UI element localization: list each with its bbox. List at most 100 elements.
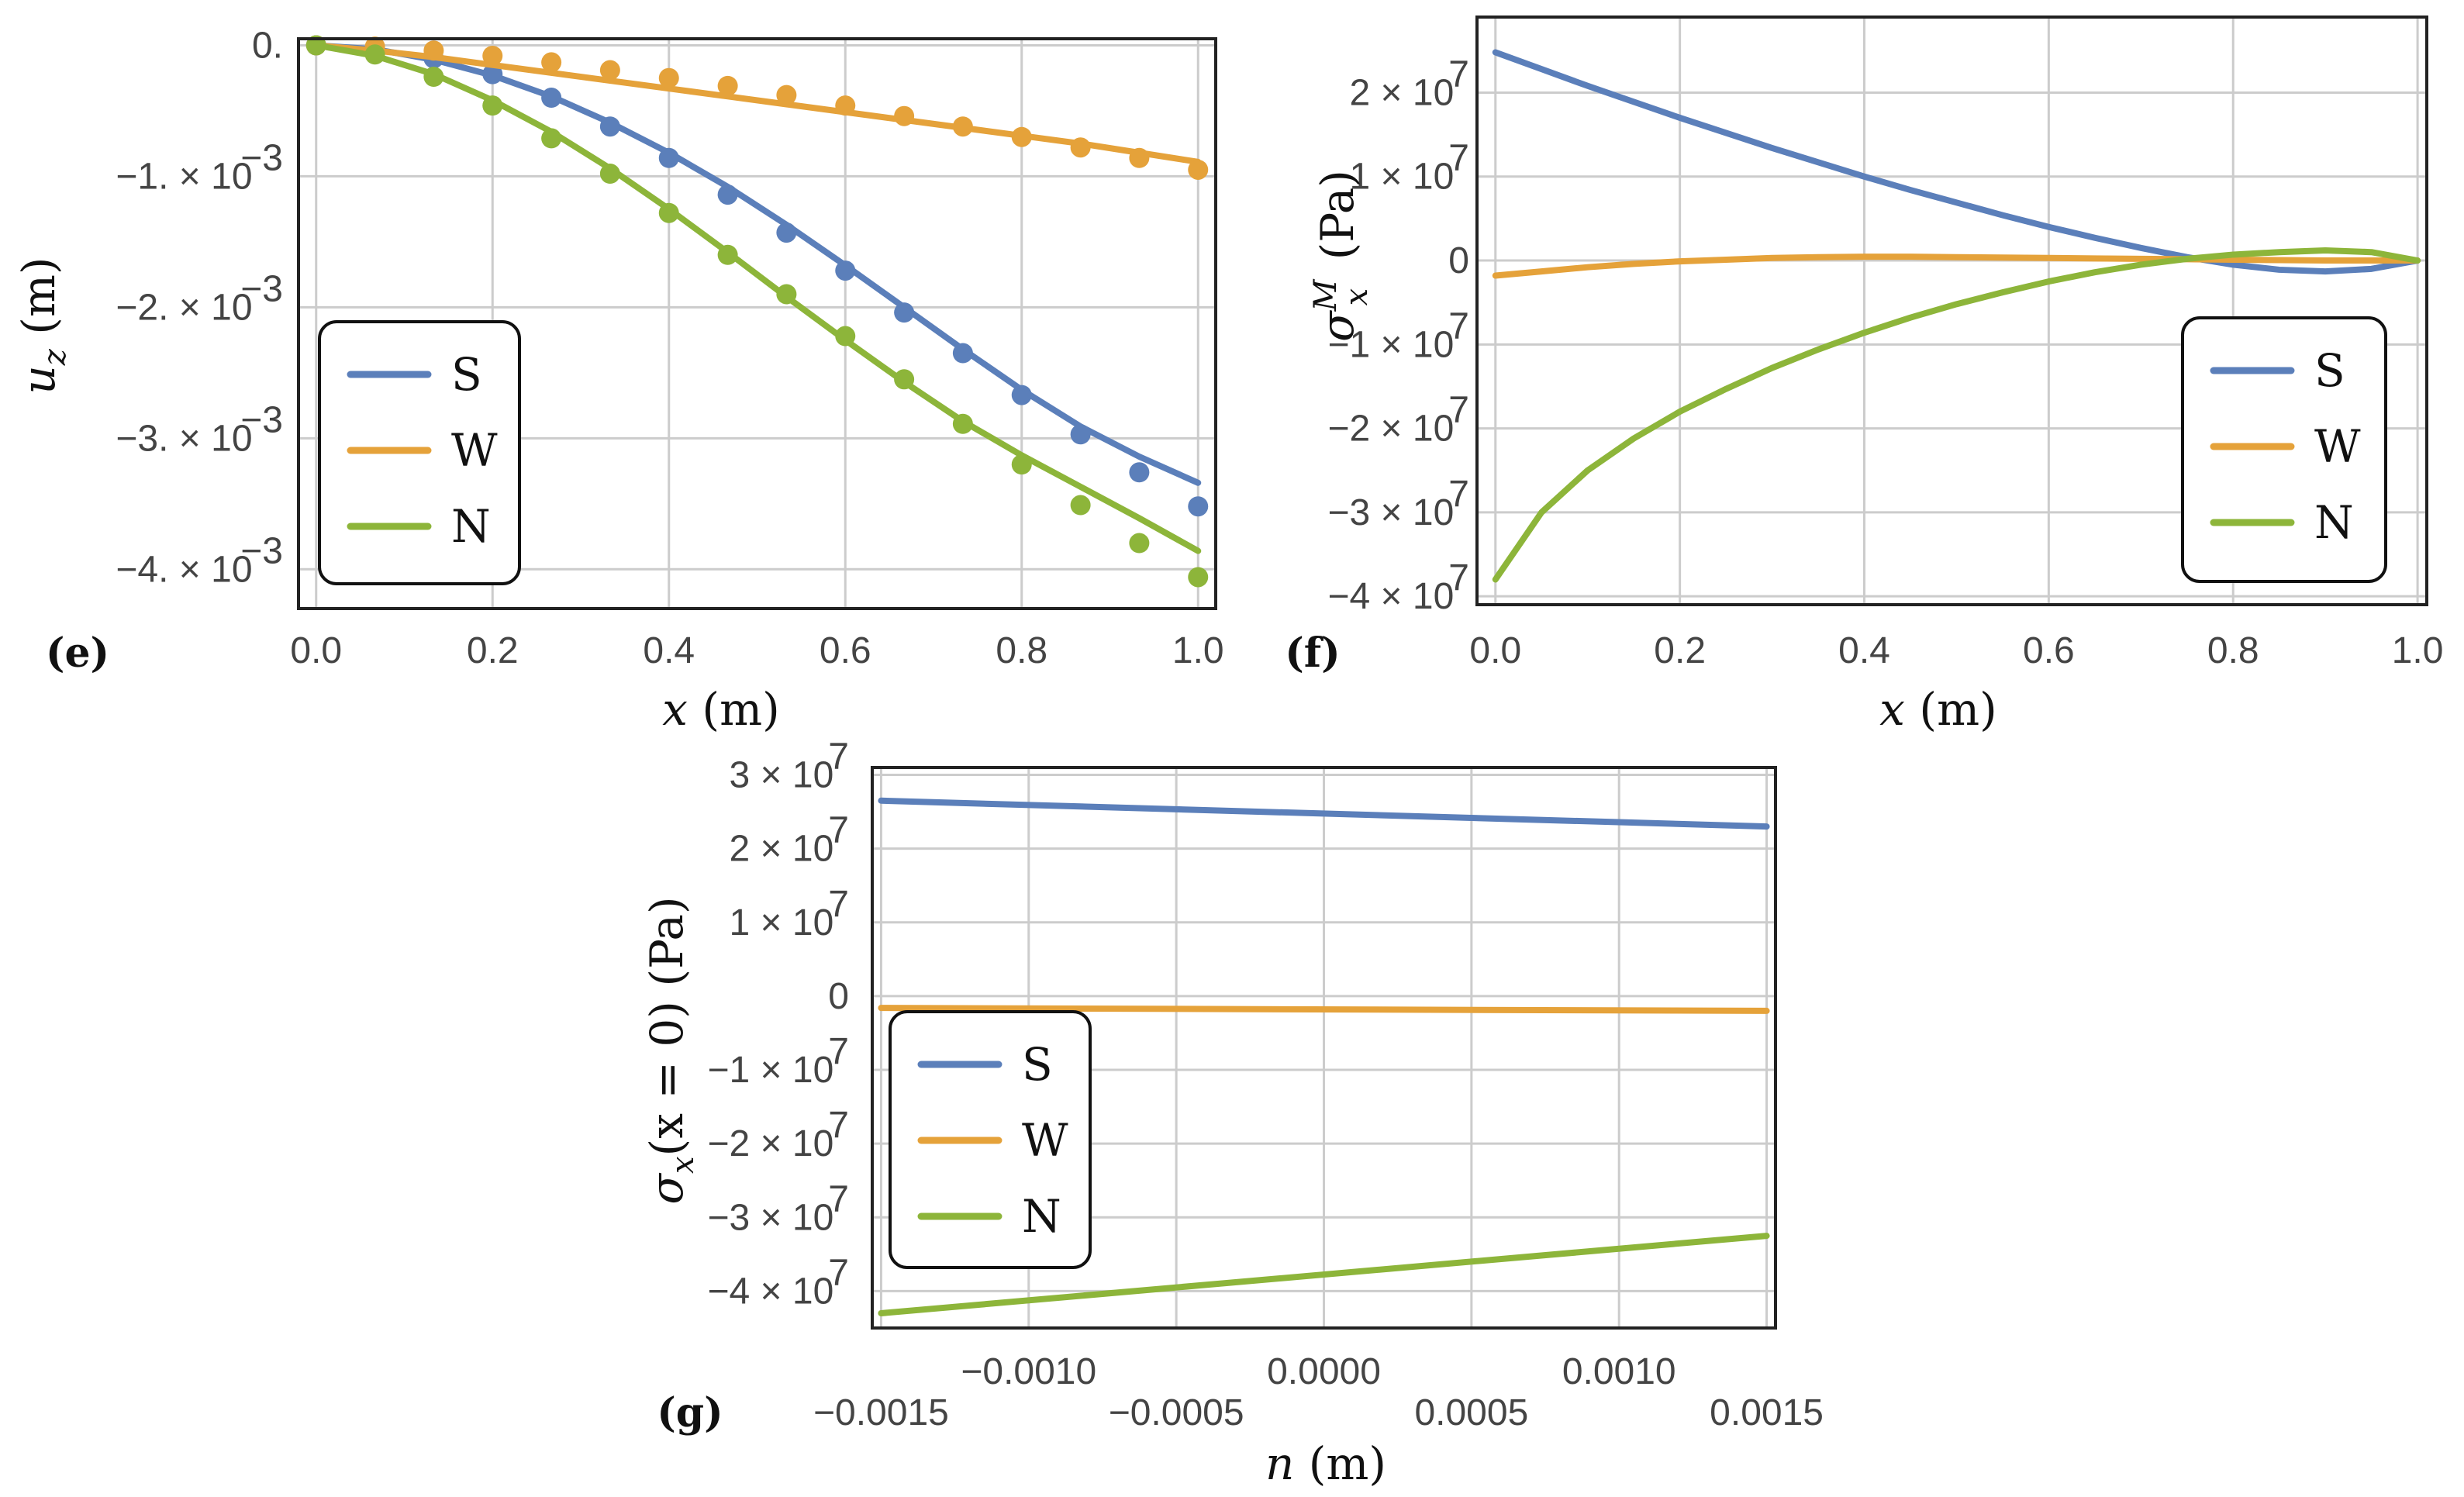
data-point-S bbox=[894, 302, 915, 323]
data-point-S bbox=[717, 185, 738, 205]
legend-label-S: S bbox=[451, 348, 482, 401]
data-point-W bbox=[894, 105, 915, 126]
y-tick-label: −2 × 10 bbox=[1327, 409, 1454, 450]
x-tick-label: 0.4 bbox=[643, 630, 695, 671]
data-point-N bbox=[952, 413, 973, 434]
y-tick-label: 1 × 10 bbox=[1349, 157, 1454, 198]
x-tick-label: 0.0 bbox=[1469, 630, 1521, 671]
y-tick-label: −4 × 10 bbox=[707, 1271, 833, 1312]
data-point-W bbox=[423, 40, 444, 61]
y-tick-exponent: −3 bbox=[240, 399, 283, 440]
y-tick-label: −1. × 10 bbox=[116, 156, 252, 197]
data-point-W bbox=[1011, 126, 1032, 147]
y-tick-label: −3 × 10 bbox=[1327, 492, 1454, 533]
x-axis-title: x (m) bbox=[662, 683, 779, 736]
data-point-S bbox=[1011, 385, 1032, 405]
x-tick-label: 1.0 bbox=[1172, 630, 1224, 671]
x-tick-label: 0.0 bbox=[290, 630, 342, 671]
x-tick-label: 0.0000 bbox=[1267, 1351, 1381, 1392]
y-axis-title: σMx (Pa) bbox=[1308, 170, 1375, 342]
data-point-W bbox=[482, 45, 503, 66]
y-tick-label: −4. × 10 bbox=[116, 549, 252, 590]
legend-label-W: W bbox=[1022, 1114, 1068, 1167]
plot-frame bbox=[297, 37, 1217, 610]
data-point-W bbox=[1129, 147, 1150, 168]
legend-label-N: N bbox=[2314, 496, 2354, 549]
data-point-W bbox=[776, 85, 797, 105]
y-tick-exponent: 7 bbox=[1448, 390, 1469, 431]
panel-label: (g) bbox=[657, 1389, 723, 1437]
x-tick-label: −0.0005 bbox=[1109, 1392, 1244, 1433]
y-tick-exponent: 7 bbox=[828, 1178, 849, 1219]
panel-label: (e) bbox=[46, 629, 109, 677]
y-tick-exponent: −3 bbox=[240, 268, 283, 309]
data-point-W bbox=[717, 75, 738, 96]
y-tick-label: −3. × 10 bbox=[116, 418, 252, 459]
y-tick-label: −4 × 10 bbox=[1327, 576, 1454, 617]
y-tick-label: 0. bbox=[252, 25, 283, 66]
data-point-W bbox=[541, 52, 562, 73]
series-line-W bbox=[1492, 254, 2421, 279]
y-tick-exponent: 7 bbox=[828, 736, 849, 778]
y-tick-label: −1 × 10 bbox=[707, 1050, 833, 1091]
y-tick-exponent: 7 bbox=[1448, 557, 1469, 598]
chart-panel-g: −0.0015 −0.0010 −0.0005 0.0000 0.0005 0.0010 0… bbox=[640, 736, 1824, 1490]
data-point-N bbox=[1188, 567, 1209, 588]
series-line-N bbox=[312, 42, 1202, 554]
y-tick-exponent: 7 bbox=[1448, 474, 1469, 515]
y-tick-label: 0 bbox=[828, 976, 849, 1017]
y-tick-exponent: 7 bbox=[828, 1031, 849, 1072]
x-tick-label: 0.6 bbox=[2023, 630, 2075, 671]
series-line-N bbox=[878, 1233, 1770, 1316]
x-tick-label: 1.0 bbox=[2392, 630, 2444, 671]
data-point-S bbox=[835, 260, 856, 281]
x-tick-label: 0.0015 bbox=[1710, 1392, 1824, 1433]
y-tick-label: −2 × 10 bbox=[707, 1123, 833, 1164]
y-tick-label: −1 × 10 bbox=[1327, 324, 1454, 365]
series-line-N bbox=[1492, 247, 2421, 583]
chart-panel-e: 0.0 0.2 0.4 0.6 0.8 1.00.−3−1. × 10−3−2. × 10… bbox=[12, 25, 1224, 736]
data-point-N bbox=[364, 44, 385, 65]
data-point-N bbox=[423, 67, 444, 87]
legend-label-N: N bbox=[1022, 1190, 1061, 1243]
data-point-S bbox=[1129, 462, 1150, 483]
legend-label-N: N bbox=[451, 500, 491, 553]
data-point-N bbox=[835, 326, 856, 347]
y-tick-label: 2 × 10 bbox=[1349, 72, 1454, 113]
x-tick-label: −0.0010 bbox=[961, 1351, 1096, 1392]
data-point-S bbox=[541, 88, 562, 109]
y-tick-exponent: −3 bbox=[240, 530, 283, 571]
data-point-S bbox=[1188, 496, 1209, 517]
data-point-S bbox=[952, 343, 973, 364]
data-point-W bbox=[599, 60, 620, 81]
y-tick-label: 2 × 10 bbox=[729, 829, 833, 870]
x-tick-label: 0.0005 bbox=[1414, 1392, 1528, 1433]
plot-frame bbox=[871, 766, 1777, 1330]
y-tick-exponent: 7 bbox=[1448, 53, 1469, 95]
y-axis-title: uz (m) bbox=[12, 257, 73, 394]
x-tick-label: 0.4 bbox=[1838, 630, 1890, 671]
x-axis-title: n (m) bbox=[1265, 1437, 1386, 1490]
x-tick-label: 0.8 bbox=[2207, 630, 2259, 671]
series-line-W bbox=[878, 1005, 1770, 1014]
series-line-W bbox=[312, 42, 1202, 165]
data-point-N bbox=[541, 128, 562, 149]
y-tick-label: 1 × 10 bbox=[729, 902, 833, 943]
data-point-S bbox=[658, 147, 679, 168]
data-point-W bbox=[952, 116, 973, 137]
data-point-N bbox=[717, 244, 738, 265]
data-point-N bbox=[1011, 454, 1032, 475]
data-point-N bbox=[1070, 495, 1091, 516]
data-point-N bbox=[658, 202, 679, 223]
legend-label-W: W bbox=[451, 424, 498, 477]
x-tick-label: −0.0015 bbox=[813, 1392, 949, 1433]
y-tick-exponent: 7 bbox=[828, 1105, 849, 1146]
y-tick-label: −2. × 10 bbox=[116, 287, 252, 328]
x-tick-label: 0.6 bbox=[820, 630, 871, 671]
x-tick-label: 0.2 bbox=[467, 630, 519, 671]
y-tick-exponent: 7 bbox=[1448, 138, 1469, 179]
x-tick-label: 0.2 bbox=[1654, 630, 1706, 671]
legend-label-S: S bbox=[2314, 344, 2345, 397]
